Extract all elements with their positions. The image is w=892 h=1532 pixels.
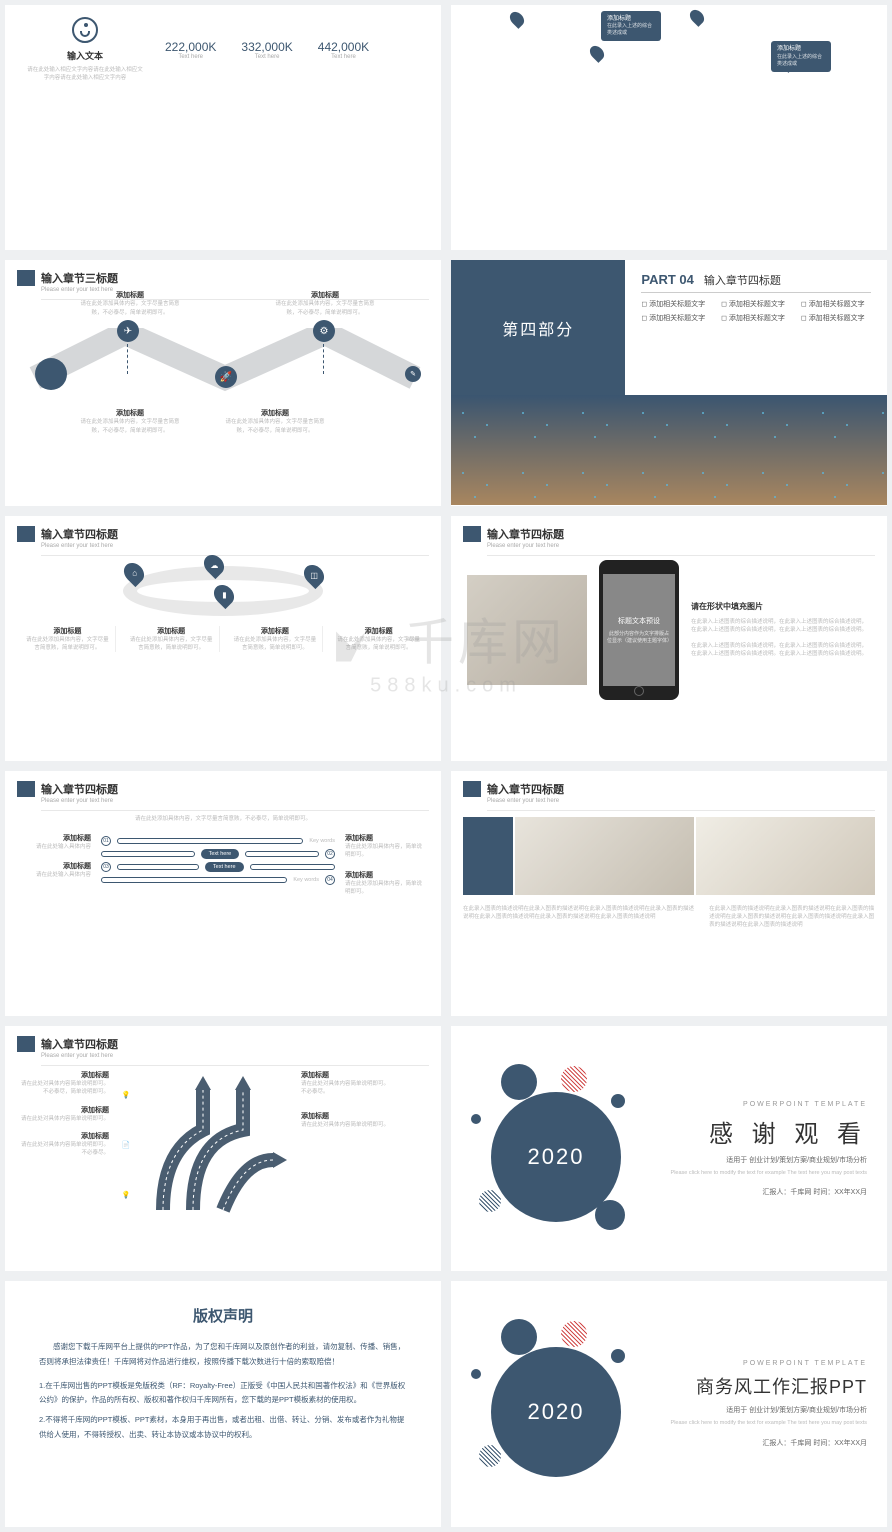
idea-icon: 💡	[122, 1091, 131, 1099]
bulb-icon: 💡	[122, 1191, 131, 1199]
keyboard-image	[696, 817, 875, 895]
slide-phone: 输入章节四标题 Please enter your text here 标题文本…	[451, 516, 887, 761]
laptop-image	[515, 817, 694, 895]
map-pin-icon	[687, 7, 707, 27]
color-block	[463, 817, 513, 895]
slide-copyright: 版权声明 感谢您下载千库网平台上提供的PPT作品，为了您和千库网以及原创作者的利…	[5, 1281, 441, 1526]
stat-3: 442,000KText here	[318, 40, 369, 60]
bubble-1: 添加标题在此录入上述的综合类述成或	[601, 11, 661, 41]
slide-zigzag: 输入章节三标题 Please enter your text here ✈ 🚀 …	[5, 260, 441, 505]
stat-2: 332,000KText here	[241, 40, 292, 60]
part-label: 第四部分	[451, 260, 625, 395]
stat-title: 输入文本	[25, 49, 145, 62]
doc-icon: 📄	[122, 1141, 131, 1149]
bubble-2: 添加标题在此录入上述的综合类述成或	[771, 41, 831, 71]
map-pin-icon	[507, 9, 527, 29]
phone-mockup: 标题文本预设此部分内容作为文字排版占位显示（建议使用主题字体）	[599, 560, 679, 700]
slide-keywords: 输入章节四标题 Please enter your text here 请在此处…	[5, 771, 441, 1016]
desk-image	[467, 575, 587, 685]
stat-1: 222,000KText here	[165, 40, 216, 60]
city-image	[451, 395, 887, 505]
slide-thanks: 2020 POWERPOINT TEMPLATE 感 谢 观 看 适用于 创业计…	[451, 1026, 887, 1271]
slide-image-row: 输入章节四标题 Please enter your text here 在此录入…	[451, 771, 887, 1016]
slide-map-pins: 添加标题在此录入上述的综合类述成或 添加标题在此录入上述的综合类述成或	[451, 5, 887, 250]
slide-title: 2020 POWERPOINT TEMPLATE 商务风工作汇报PPT 适用于 …	[451, 1281, 887, 1526]
slide-part4: 第四部分 PART 04 输入章节四标题 ◻ 添加相关标题文字 ◻ 添加相关标题…	[451, 260, 887, 505]
slide-ellipse: 输入章节四标题 Please enter your text here ⌂ ☁ …	[5, 516, 441, 761]
slide-arrows: 输入章节四标题 Please enter your text here 添加标题…	[5, 1026, 441, 1271]
slide-stats: 输入文本 请在此处输入相应文字内容请在此处输入相应文字内容请在此处输入相应文字内…	[5, 5, 441, 250]
roads-diagram	[143, 1070, 293, 1220]
map-pin-icon	[587, 43, 607, 63]
